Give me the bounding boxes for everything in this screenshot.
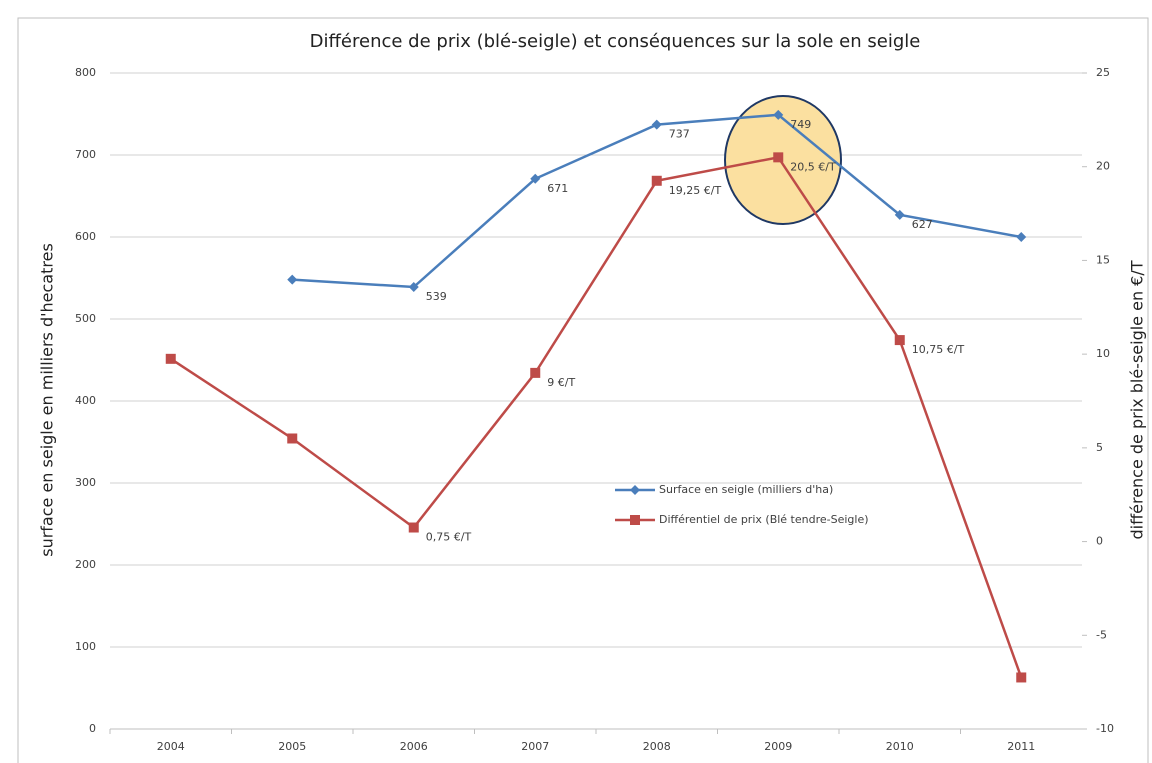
data-point	[165, 353, 176, 364]
y2-tick-label: 10	[1096, 347, 1110, 360]
data-point	[894, 209, 905, 220]
y-tick-label: 300	[75, 476, 96, 489]
data-label: 19,25 €/T	[669, 184, 722, 197]
data-label: 9 €/T	[547, 376, 575, 389]
y-tick-label: 700	[75, 148, 96, 161]
data-label: 10,75 €/T	[912, 343, 965, 356]
data-label: 749	[790, 118, 811, 131]
legend-label: Différentiel de prix (Blé tendre-Seigle)	[659, 513, 869, 526]
y2-tick-label: 20	[1096, 160, 1110, 173]
y-tick-label: 100	[75, 640, 96, 653]
y2-axis-label: différence de prix blé-seigle en €/T	[1128, 260, 1147, 539]
y2-tick-label: 0	[1096, 535, 1103, 548]
x-tick-label: 2006	[400, 740, 428, 753]
x-tick-label: 2008	[643, 740, 671, 753]
x-tick-label: 2009	[764, 740, 792, 753]
chart-title: Différence de prix (blé-seigle) et consé…	[310, 31, 921, 52]
data-point	[408, 282, 419, 293]
y2-tick-label: 15	[1096, 253, 1110, 266]
legend-label: Surface en seigle (milliers d'ha)	[659, 483, 833, 496]
y-tick-label: 600	[75, 230, 96, 243]
grid	[109, 72, 1087, 734]
data-label: 627	[912, 218, 933, 231]
y-tick-label: 200	[75, 558, 96, 571]
y2-tick-label: 25	[1096, 66, 1110, 79]
data-point	[530, 173, 541, 184]
data-point	[773, 109, 784, 120]
y2-tick-label: -10	[1096, 722, 1114, 735]
x-tick-label: 2011	[1007, 740, 1035, 753]
data-point	[1016, 672, 1027, 683]
x-tick-label: 2007	[521, 740, 549, 753]
data-point	[773, 152, 784, 163]
y-tick-label: 400	[75, 394, 96, 407]
y2-tick-label: 5	[1096, 441, 1103, 454]
data-point	[894, 335, 905, 346]
legend-marker	[630, 515, 640, 525]
x-tick-label: 2005	[278, 740, 306, 753]
data-label: 20,5 €/T	[790, 160, 836, 173]
x-tick-label: 2010	[886, 740, 914, 753]
chart-frame	[17, 17, 1149, 763]
data-label: 671	[547, 182, 568, 195]
y-tick-label: 500	[75, 312, 96, 325]
x-tick-label: 2004	[157, 740, 185, 753]
legend-marker	[630, 485, 640, 495]
y2-tick-label: -5	[1096, 628, 1107, 641]
data-point	[530, 367, 541, 378]
data-label: 539	[426, 290, 447, 303]
data-point	[287, 433, 298, 444]
y-axis-label: surface en seigle en milliers d'hecatres	[38, 243, 57, 557]
y-tick-label: 0	[89, 722, 96, 735]
data-label: 737	[669, 128, 690, 141]
series-line	[170, 155, 1023, 678]
data-point	[287, 274, 298, 285]
data-point	[651, 175, 662, 186]
data-point	[1016, 232, 1027, 242]
data-point	[408, 522, 419, 533]
data-label: 0,75 €/T	[426, 531, 472, 544]
data-point	[651, 119, 662, 130]
y-tick-label: 800	[75, 66, 96, 79]
